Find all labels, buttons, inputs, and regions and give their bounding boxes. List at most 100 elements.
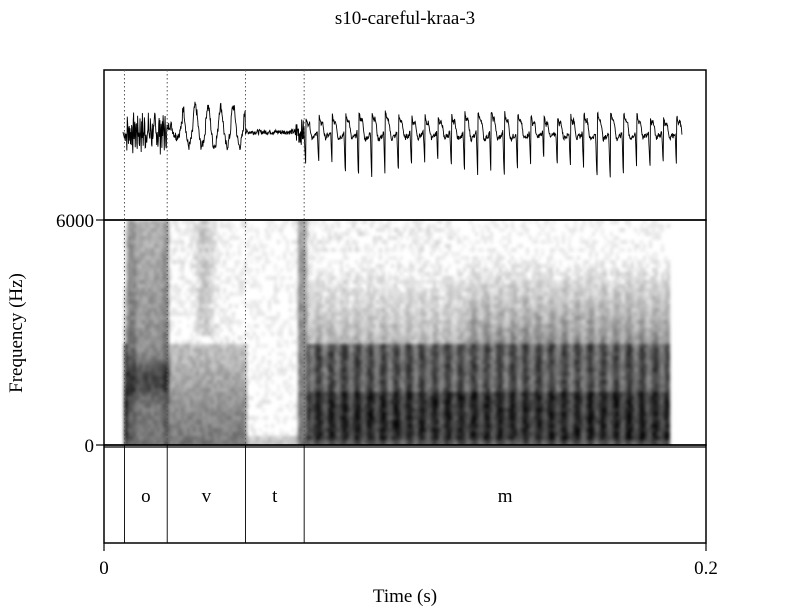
spectrogram-cell <box>217 276 220 280</box>
spectrogram-cell <box>229 368 232 372</box>
spectrogram-cell <box>412 404 415 408</box>
spectrogram-cell <box>196 256 199 260</box>
spectrogram-cell <box>406 396 409 400</box>
spectrogram-cell <box>241 392 244 396</box>
spectrogram-cell <box>439 340 442 344</box>
spectrogram-cell <box>220 428 223 432</box>
spectrogram-cell <box>133 360 136 364</box>
spectrogram-cell <box>235 436 238 440</box>
spectrogram-cell <box>367 280 370 284</box>
spectrogram-cell <box>397 356 400 360</box>
spectrogram-cell <box>229 416 232 420</box>
spectrogram-cell <box>142 228 145 232</box>
spectrogram-cell <box>298 372 301 376</box>
spectrogram-cell <box>373 236 376 240</box>
spectrogram-cell <box>397 412 400 416</box>
spectrogram-cell <box>394 248 397 252</box>
spectrogram-cell <box>238 336 241 340</box>
spectrogram-cell <box>148 320 151 324</box>
spectrogram-cell <box>142 408 145 412</box>
spectrogram-cell <box>214 432 217 436</box>
spectrogram-cell <box>370 420 373 424</box>
spectrogram-cell <box>298 440 301 444</box>
spectrogram-cell <box>151 348 154 352</box>
spectrogram-cell <box>316 340 319 344</box>
spectrogram-cell <box>412 352 415 356</box>
spectrogram-cell <box>421 352 424 356</box>
spectrogram-cell <box>406 324 409 328</box>
spectrogram-cell <box>202 328 205 332</box>
spectrogram-cell <box>127 356 130 360</box>
spectrogram-cell <box>319 400 322 404</box>
spectrogram-cell <box>160 324 163 328</box>
spectrogram-cell <box>238 384 241 388</box>
spectrogram-cell <box>325 324 328 328</box>
spectrogram-cell <box>301 224 304 228</box>
spectrogram-cell <box>382 240 385 244</box>
spectrogram-cell <box>160 312 163 316</box>
spectrogram-cell <box>229 400 232 404</box>
spectrogram-cell <box>310 280 313 284</box>
spectrogram-cell <box>139 412 142 416</box>
spectrogram-cell <box>409 420 412 424</box>
spectrogram-cell <box>169 344 172 348</box>
spectrogram-cell <box>190 384 193 388</box>
spectrogram-cell <box>367 332 370 336</box>
spectrogram-cell <box>358 340 361 344</box>
spectrogram-cell <box>382 420 385 424</box>
spectrogram-cell <box>322 288 325 292</box>
spectrogram-cell <box>145 328 148 332</box>
spectrogram-cell <box>271 436 274 440</box>
spectrogram-cell <box>301 320 304 324</box>
spectrogram-cell <box>340 316 343 320</box>
spectrogram-cell <box>184 248 187 252</box>
spectrogram-cell <box>400 232 403 236</box>
spectrogram-cell <box>412 420 415 424</box>
spectrogram-cell <box>397 320 400 324</box>
spectrogram-panel <box>103 219 707 446</box>
spectrogram-cell <box>310 324 313 328</box>
spectrogram-cell <box>145 356 148 360</box>
spectrogram-cell <box>382 372 385 376</box>
spectrogram-cell <box>241 372 244 376</box>
spectrogram-cell <box>295 280 298 284</box>
spectrogram-cell <box>169 408 172 412</box>
spectrogram-cell <box>367 348 370 352</box>
spectrogram-cell <box>163 336 166 340</box>
spectrogram-cell <box>223 292 226 296</box>
spectrogram-cell <box>286 416 289 420</box>
spectrogram-cell <box>355 248 358 252</box>
spectrogram-cell <box>421 328 424 332</box>
spectrogram-cell <box>199 428 202 432</box>
spectrogram-cell <box>157 420 160 424</box>
spectrogram-cell <box>172 260 175 264</box>
spectrogram-cell <box>301 228 304 232</box>
spectrogram-cell <box>400 336 403 340</box>
spectrogram-cell <box>214 388 217 392</box>
spectrogram-cell <box>208 256 211 260</box>
spectrogram-cell <box>295 440 298 444</box>
spectrogram-cell <box>241 380 244 384</box>
spectrogram-cell <box>364 440 367 444</box>
spectrogram-cell <box>340 416 343 420</box>
spectrogram-cell <box>190 420 193 424</box>
spectrogram-cell <box>157 372 160 376</box>
spectrogram-cell <box>448 396 451 400</box>
spectrogram-cell <box>211 400 214 404</box>
spectrogram-cell <box>193 376 196 380</box>
spectrogram-cell <box>445 428 448 432</box>
spectrogram-cell <box>184 388 187 392</box>
spectrogram-cell <box>211 220 214 224</box>
spectrogram-cell <box>235 404 238 408</box>
spectrogram-cell <box>334 432 337 436</box>
spectrogram-cell <box>133 440 136 444</box>
spectrogram-cell <box>451 232 454 236</box>
spectrogram-cell <box>439 312 442 316</box>
spectrogram-cell <box>346 416 349 420</box>
spectrogram-cell <box>358 304 361 308</box>
spectrogram-cell <box>352 396 355 400</box>
spectrogram-cell <box>280 352 283 356</box>
spectrogram-cell <box>340 280 343 284</box>
spectrogram-cell <box>193 248 196 252</box>
spectrogram-cell <box>214 360 217 364</box>
